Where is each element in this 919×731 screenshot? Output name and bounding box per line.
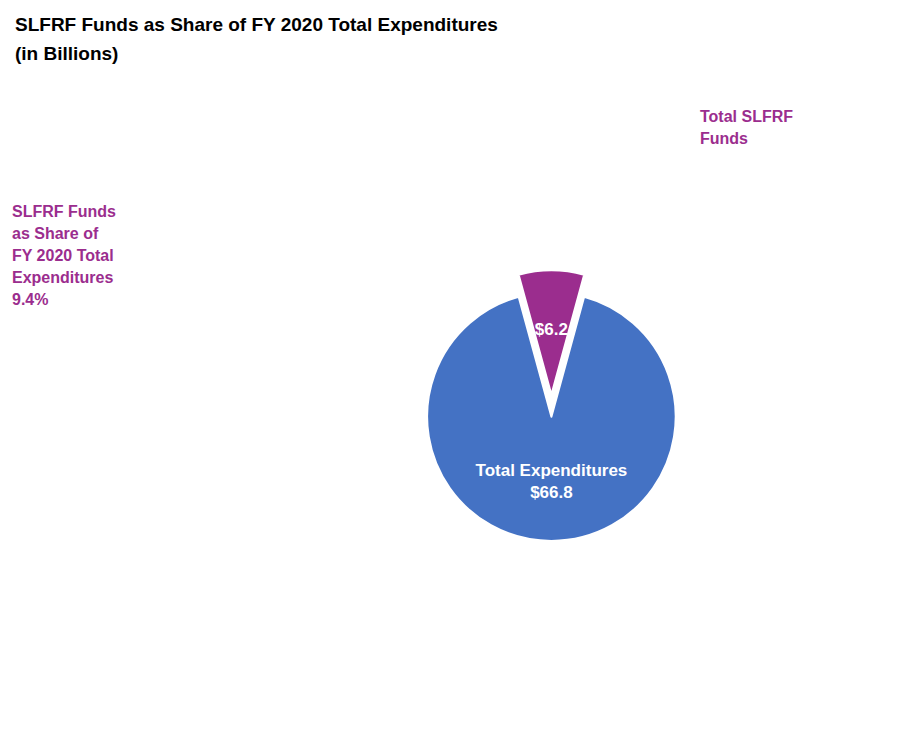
svg-text:Expenditures: Expenditures <box>12 269 113 286</box>
svg-text:SLFRF Funds as Share of FY 202: SLFRF Funds as Share of FY 2020 Total Ex… <box>15 14 498 35</box>
svg-text:9.4%: 9.4% <box>12 291 48 308</box>
svg-text:$6.2: $6.2 <box>535 320 568 339</box>
svg-text:Total Expenditures: Total Expenditures <box>476 461 628 480</box>
svg-text:Funds: Funds <box>700 130 748 147</box>
svg-text:SLFRF Funds: SLFRF Funds <box>12 203 116 220</box>
svg-text:(in Billions): (in Billions) <box>15 43 118 64</box>
svg-text:$66.8: $66.8 <box>530 483 573 502</box>
svg-text:as Share of: as Share of <box>12 225 99 242</box>
svg-text:Total SLFRF: Total SLFRF <box>700 108 793 125</box>
svg-text:FY 2020 Total: FY 2020 Total <box>12 247 114 264</box>
